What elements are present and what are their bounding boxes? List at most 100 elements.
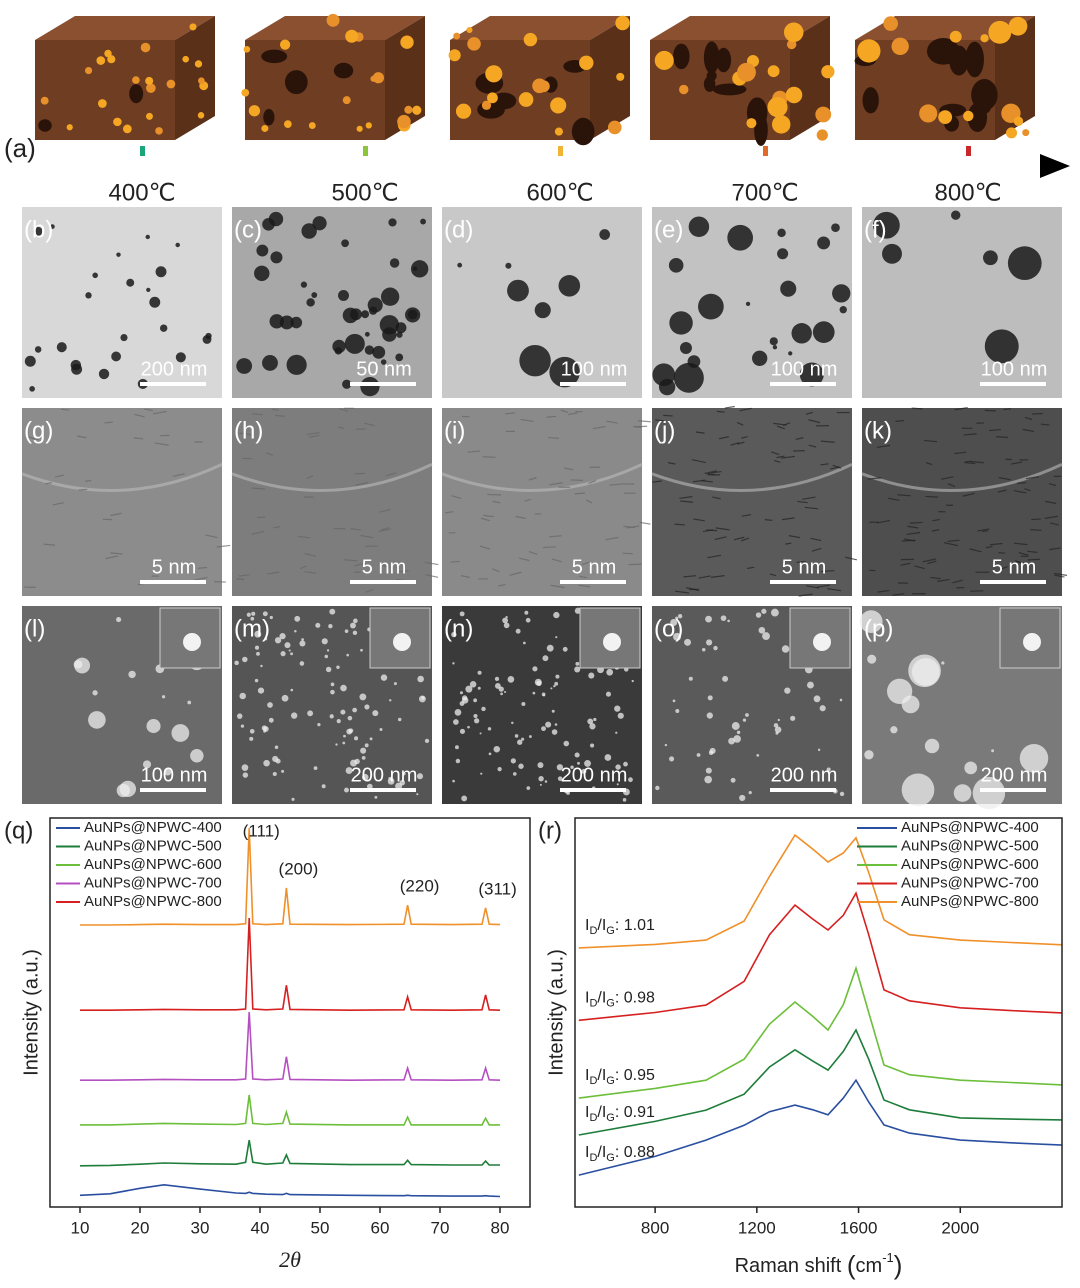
gold-particle [198, 77, 205, 85]
nanoparticle [882, 243, 902, 264]
lattice-fringe [355, 481, 369, 486]
lattice-fringe [906, 531, 921, 536]
sem-particle [395, 782, 403, 790]
sem-particle [813, 695, 821, 703]
lattice-fringe [988, 428, 1001, 432]
series-line [79, 1183, 501, 1198]
nanoparticle [396, 331, 403, 338]
scale-bar-label: 5 nm [362, 556, 406, 578]
temp-tick [363, 146, 368, 156]
lattice-fringe [1048, 483, 1056, 487]
lattice-fringe [578, 584, 591, 588]
gold-particle [140, 42, 151, 53]
sem-particle [389, 699, 392, 702]
lattice-fringe [1031, 412, 1043, 415]
lattice-fringe [524, 498, 531, 502]
lattice-fringe [1030, 529, 1042, 531]
sem-particle [617, 712, 624, 719]
x-label-unit: ( [847, 1250, 856, 1280]
sem-particle [991, 749, 995, 753]
lattice-fringe [952, 579, 963, 584]
x-tick-label: 2000 [941, 1218, 979, 1237]
x-label-unit: -1 [882, 1250, 894, 1265]
sem-particle [745, 713, 749, 717]
sem-particle [584, 759, 591, 767]
lattice-fringe [954, 451, 967, 455]
lattice-fringe [563, 467, 574, 471]
lattice-edge [21, 463, 223, 492]
nanoparticle [146, 287, 151, 292]
micrograph [232, 606, 432, 804]
lattice-fringe [715, 527, 730, 531]
lattice-fringe [931, 529, 940, 532]
sem-particle [539, 783, 542, 786]
nanoparticle [599, 229, 611, 240]
sem-particle [330, 689, 335, 695]
cube-side [590, 16, 630, 140]
lattice-fringe [467, 450, 481, 453]
sem-particle [473, 713, 478, 719]
gold-particle [1022, 129, 1030, 137]
nanoparticle [361, 310, 370, 319]
sem-particle [366, 783, 373, 790]
sem-particle [268, 717, 274, 723]
lattice-fringe [911, 407, 923, 410]
lattice-fringe [652, 480, 662, 483]
temperature-label: 500℃ [332, 179, 399, 206]
peak-annotation: (311) [478, 879, 516, 898]
temp-tick [140, 146, 145, 156]
sem-particle [187, 700, 192, 705]
panel-label: (c) [234, 216, 262, 243]
sem-particle [886, 678, 913, 704]
lattice-fringe [702, 529, 714, 533]
sem-particle [555, 636, 558, 639]
nanoparticle [388, 218, 397, 227]
micrograph [22, 606, 222, 804]
scale-bar [980, 788, 1046, 792]
legend-label: AuNPs@NPWC-400 [84, 819, 222, 836]
micrograph [21, 408, 231, 596]
sem-particle [459, 701, 465, 706]
cube-side [175, 16, 215, 140]
inset-particle [183, 633, 201, 651]
lattice-fringe [549, 482, 563, 486]
micrograph [442, 606, 642, 804]
legend-label: AuNPs@NPWC-700 [901, 874, 1039, 891]
sem-particle [515, 628, 521, 634]
lattice-fringe [1054, 574, 1065, 578]
gold-particle [189, 23, 197, 31]
sem-particle [672, 699, 676, 703]
nanoparticle [817, 236, 831, 250]
sem-particle [454, 708, 462, 716]
nanoparticle [145, 234, 150, 240]
micrograph [22, 207, 222, 398]
lattice-fringe [962, 492, 975, 497]
gold-particle [155, 127, 163, 135]
sem-particle [291, 797, 295, 801]
gold-particle [523, 32, 538, 47]
sem-particle [505, 615, 508, 619]
gold-particle [679, 84, 689, 95]
panel-label: (q) [4, 817, 33, 844]
sem-particle [577, 761, 580, 765]
nanoparticle [457, 262, 463, 268]
sem-particle [262, 611, 268, 617]
nanoparticle [1007, 246, 1042, 281]
gold-particle [96, 56, 106, 65]
lattice-fringe [509, 571, 522, 576]
sem-particle [512, 772, 517, 776]
lattice-fringe [492, 568, 500, 573]
legend-label: AuNPs@NPWC-500 [901, 837, 1039, 854]
sem-particle [263, 759, 270, 767]
sem-particle [299, 661, 305, 666]
sem-particle [864, 750, 874, 760]
gold-particle [783, 22, 804, 43]
gold-particle [980, 34, 989, 43]
lattice-fringe [154, 442, 169, 446]
pore [949, 45, 969, 76]
sem-particle [171, 724, 190, 742]
sem-particle [461, 795, 468, 802]
sem-particle [622, 798, 627, 802]
x-axis-label: 2θ [279, 1247, 301, 1272]
sem-particle [493, 745, 501, 753]
